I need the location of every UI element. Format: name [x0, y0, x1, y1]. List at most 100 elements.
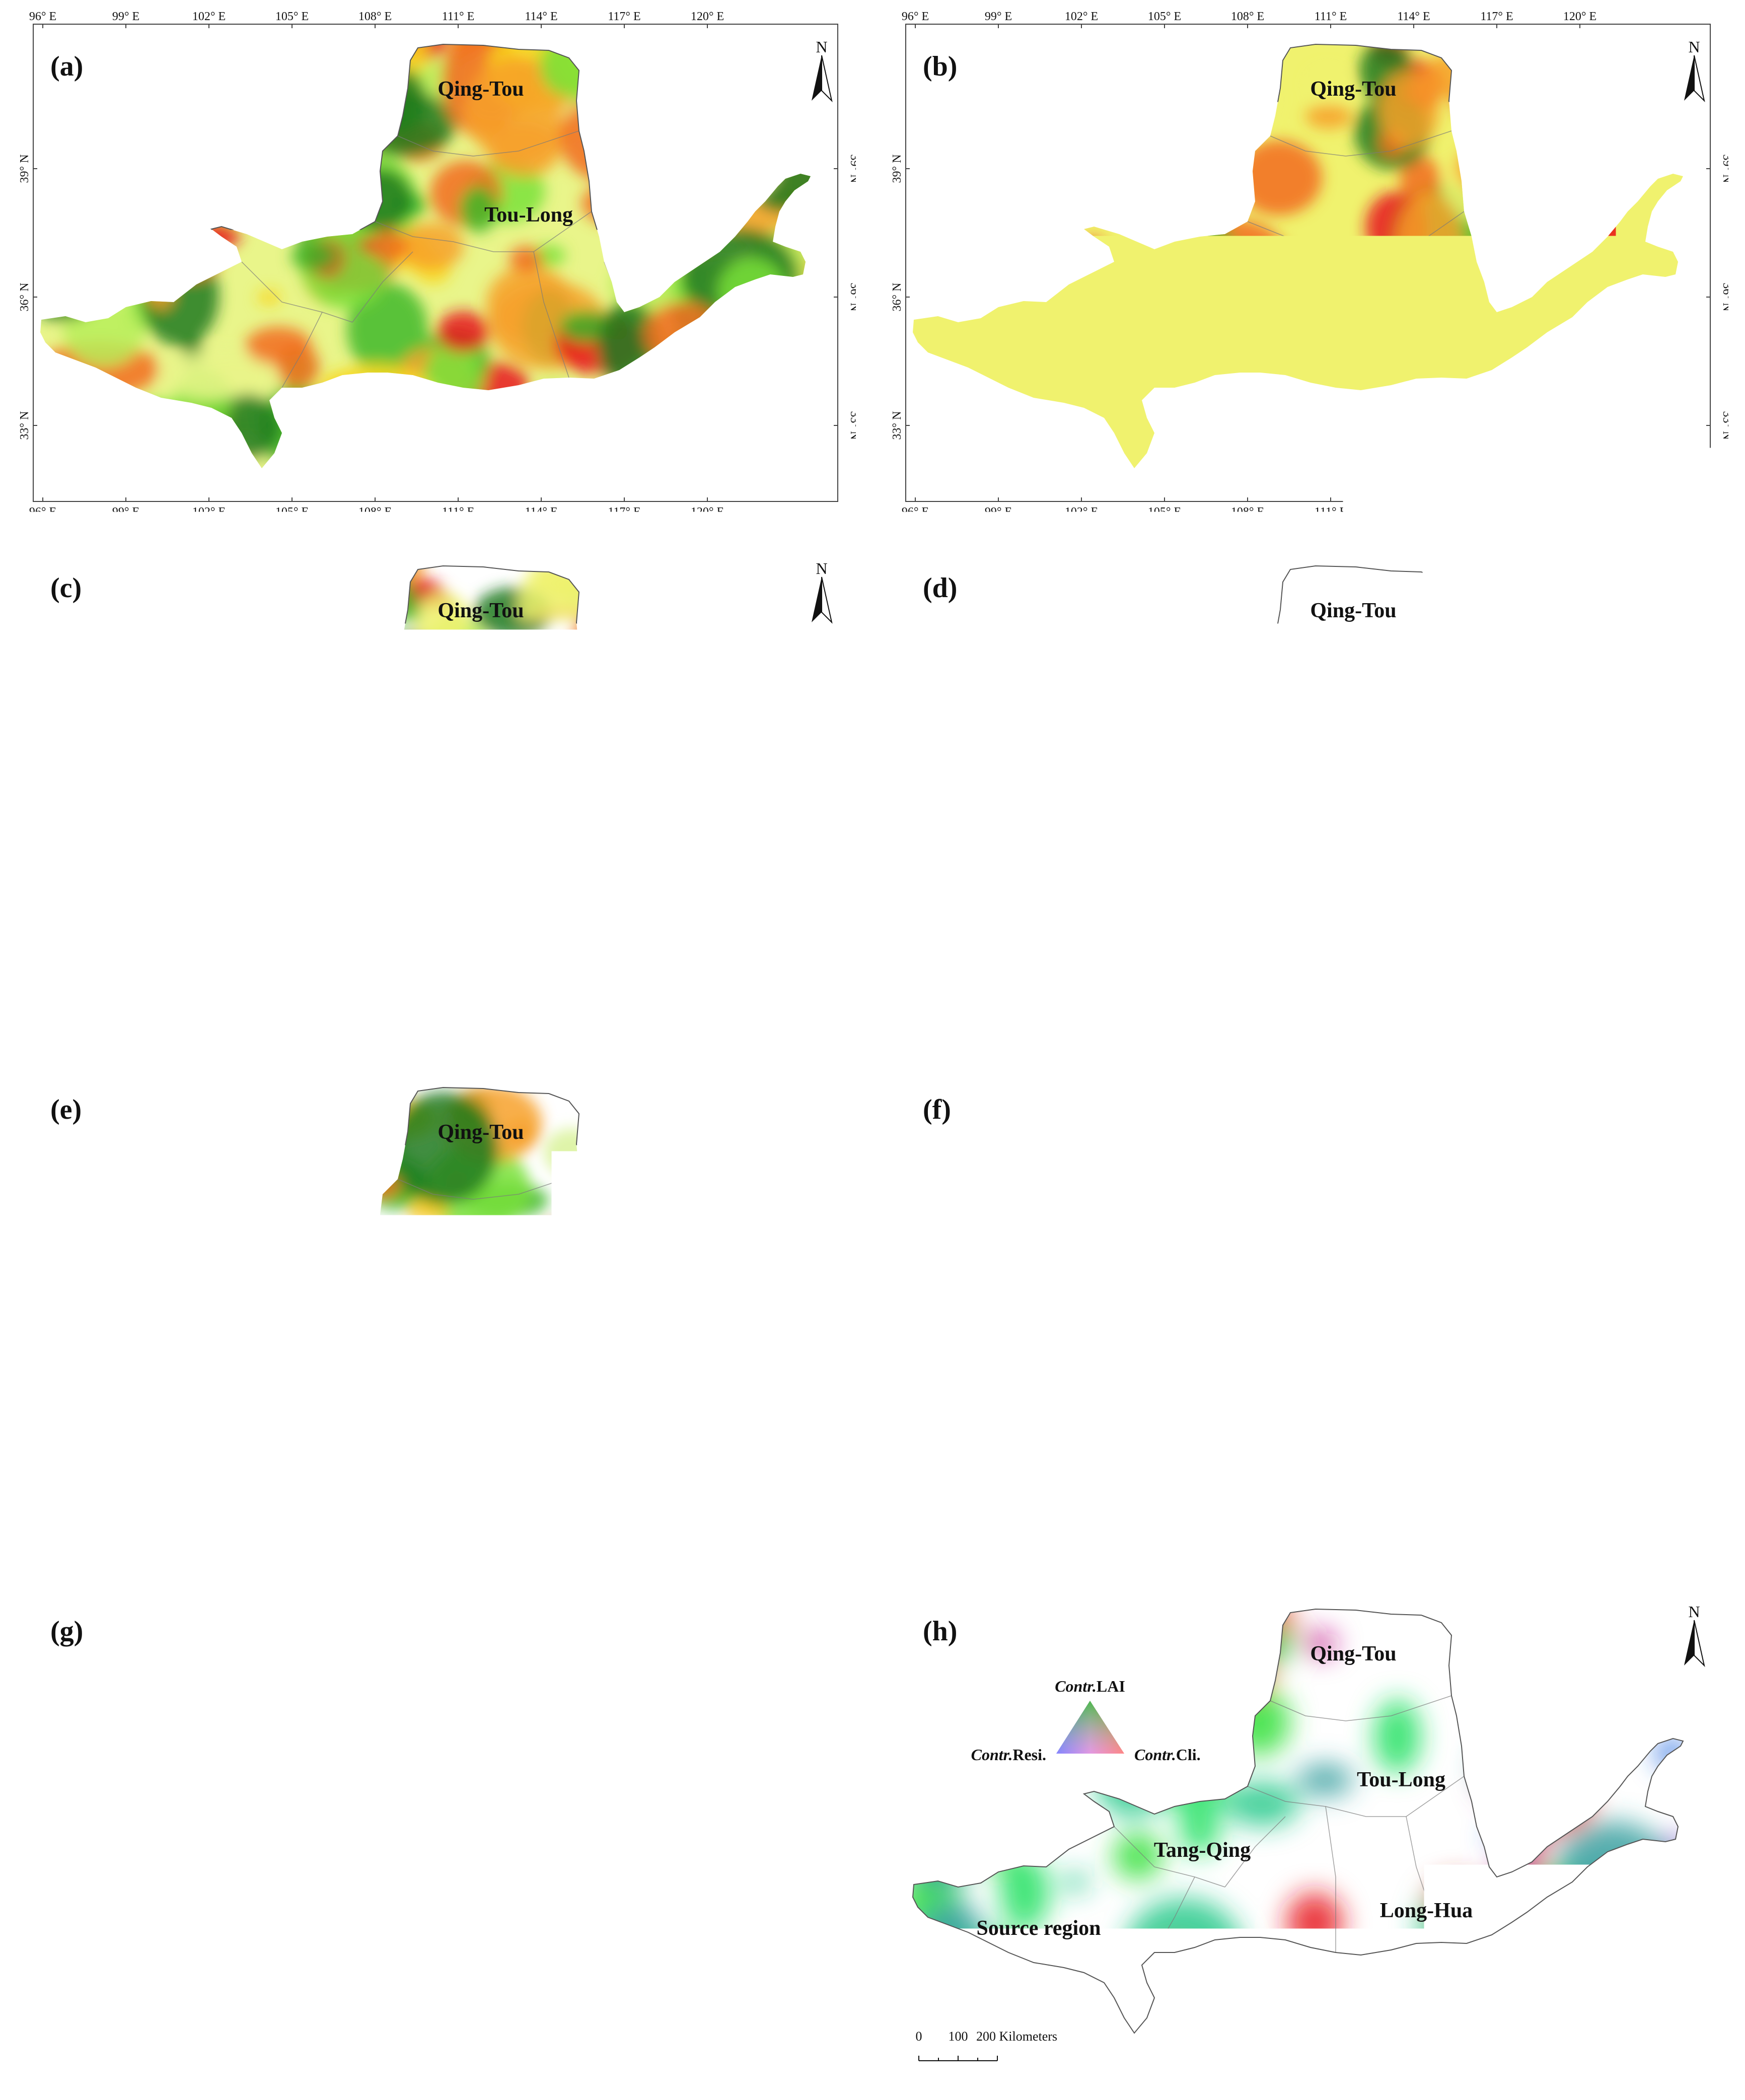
lon-label-top: 108° E	[1231, 532, 1264, 545]
lon-label-top: 96° E	[902, 10, 929, 23]
legend-swatch	[488, 974, 554, 987]
lat-label-right: 39° N	[1720, 155, 1728, 183]
lon-label-top: 114° E	[525, 532, 557, 545]
legend-tick-label: -2.72	[284, 991, 316, 1007]
lat-label-left: 33° N	[891, 933, 904, 962]
legend-swatch	[422, 2017, 488, 2030]
legend-tick-label: -0.54	[1411, 469, 1442, 486]
panel-tag: (f)	[923, 1094, 951, 1125]
lat-label-right: 33° N	[848, 411, 856, 440]
lon-label-bottom: 114° E	[1397, 1549, 1430, 1562]
legend-tick-label: 7.59	[1667, 1512, 1694, 1529]
scale-0: 0	[43, 2029, 50, 2044]
lon-label-top: 96° E	[902, 1053, 929, 1066]
legend-swatch	[1228, 452, 1294, 465]
legend-tick-label: 0	[1423, 991, 1430, 1007]
legend-swatch	[1360, 452, 1426, 465]
legend-swatch	[701, 452, 760, 465]
lon-label-top: 114° E	[525, 1575, 557, 1588]
lon-label-top: 105° E	[275, 1053, 309, 1066]
lon-label-bottom: 120° E	[691, 1549, 724, 1562]
north-label: N	[816, 38, 827, 56]
lat-label-right: 39° N	[848, 1719, 856, 1748]
lat-label-left: 33° N	[891, 411, 904, 440]
legend-tick-label: -0.93	[347, 469, 379, 486]
north-label: N	[1688, 1081, 1700, 1099]
lat-label-right: 36° N	[848, 1326, 856, 1355]
lat-label-right: 33° N	[1720, 1976, 1728, 2005]
region-label: Tang-Qing	[281, 795, 378, 819]
lon-label-bottom: 114° E	[1397, 1027, 1430, 1040]
lon-label-top: 99° E	[112, 10, 139, 23]
panel-tag: (e)	[50, 1094, 82, 1125]
region-label: Long-Hua	[507, 334, 600, 357]
lon-label-bottom: 114° E	[1397, 505, 1430, 519]
lat-label-right: 33° N	[1720, 933, 1728, 962]
legend-tick-label: 1.28	[668, 1512, 694, 1529]
lon-label-top: 114° E	[1397, 10, 1430, 23]
legend-tick-label: 3.02	[1477, 1512, 1503, 1529]
lon-label-top: 120° E	[1563, 532, 1596, 545]
region-label: Long-Hua	[1380, 334, 1473, 357]
legend-swatch	[1360, 1495, 1426, 1508]
legend-tick-label: 1.56	[1604, 991, 1631, 1007]
legend-swatch	[554, 974, 620, 987]
lon-label-bottom: 102° E	[192, 505, 226, 519]
lon-label-bottom: 99° E	[112, 1027, 139, 1040]
legend-swatch	[1228, 1495, 1294, 1508]
map-svg-e: 96° E96° E99° E99° E102° E102° E105° E10…	[0, 1043, 856, 1565]
legend-tick-label: -2.11	[284, 469, 315, 486]
legend-tick-label: -0.24	[411, 469, 443, 486]
legend-tick-label: 2.38	[795, 991, 822, 1007]
legend-tick-label: -6.34	[284, 2034, 316, 2051]
lon-label-top: 108° E	[358, 532, 392, 545]
lon-label-top: 99° E	[985, 532, 1012, 545]
scale-100: 100	[949, 2029, 968, 2044]
legend-tick-label: 1.85	[1413, 1512, 1440, 1529]
map-svg-g: 96° E 96° E 99° E 99° E 102° E 102° E 105° E 10…	[0, 1565, 856, 2086]
legend-title: ΔETTemp/(mm·yr⁻¹)	[1199, 423, 1380, 450]
lon-label-bottom: 111° E	[1315, 505, 1347, 519]
map-svg-c: 96° E96° E99° E99° E102° E102° E105° E10…	[0, 522, 856, 1043]
legend-tick-label: 0	[486, 469, 494, 486]
lon-label-top: 120° E	[1563, 1053, 1596, 1066]
map-panel-e: 96° E 96° E 99° E 99° E 102° E 102° E 105° E 10…	[0, 1043, 856, 1565]
legend-swatch	[289, 452, 348, 465]
region-label: Qing-Tou	[438, 1121, 524, 1144]
lon-label-top: 96° E	[29, 10, 56, 23]
lon-label-bottom: 117° E	[1480, 2070, 1513, 2083]
scale-0: 0	[43, 986, 50, 1000]
legend-tick-label: -2.41	[284, 1512, 316, 1529]
legend-tick-label: 2.21	[732, 1512, 758, 1529]
lon-label-top: 96° E	[29, 1575, 56, 1588]
scale-200-km: 200 Kilometers	[976, 2029, 1057, 2044]
lon-label-bottom: 99° E	[985, 1549, 1012, 1562]
lon-label-top: 105° E	[1148, 532, 1181, 545]
region-label: Qing-Tou	[1310, 599, 1396, 622]
lon-label-top: 99° E	[112, 1575, 139, 1588]
legend-tick-label: -1.74	[1283, 469, 1315, 486]
lon-label-bottom: 108° E	[1231, 2070, 1264, 2083]
region-label: Tou-Long	[484, 1768, 573, 1791]
lat-label-left: 33° N	[891, 1455, 904, 1483]
lon-label-bottom: 111° E	[442, 1549, 474, 1562]
lon-label-bottom: 102° E	[1065, 1027, 1098, 1040]
legend-tick-label: -0.52	[475, 991, 506, 1007]
lat-label-left: 39° N	[18, 1719, 31, 1748]
lon-label-bottom: 120° E	[1563, 505, 1596, 519]
lon-label-top: 120° E	[691, 1575, 724, 1588]
legend-swatch	[1625, 1495, 1691, 1508]
lat-label-right: 36° N	[848, 805, 856, 833]
scale-100: 100	[76, 464, 96, 479]
legend-tick-label: 4.99	[732, 2034, 758, 2051]
lon-label-bottom: 108° E	[1231, 1027, 1264, 1040]
legend-tick-label: -0.39	[1220, 1512, 1252, 1529]
region-label: Qing-Tou	[438, 1642, 524, 1665]
scale-200-km: 200 Kilometers	[976, 464, 1057, 479]
north-label: N	[816, 1081, 827, 1099]
lat-label-left: 33° N	[18, 933, 31, 962]
lon-label-top: 111° E	[442, 1575, 474, 1588]
lon-label-top: 105° E	[275, 10, 309, 23]
lon-label-top: 117° E	[1480, 1053, 1513, 1066]
lon-label-top: 99° E	[112, 532, 139, 545]
